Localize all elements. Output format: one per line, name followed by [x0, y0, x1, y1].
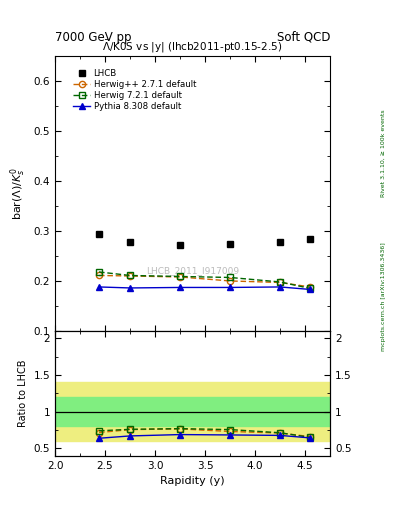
- Pythia 8.308 default: [228, 284, 232, 290]
- Bar: [55, 382, 330, 441]
- Herwig 7.2.1 default: [308, 285, 312, 291]
- LHCB: [97, 230, 101, 237]
- Herwig 7.2.1 default: [128, 272, 132, 279]
- Text: mcplots.cern.ch [arXiv:1306.3436]: mcplots.cern.ch [arXiv:1306.3436]: [381, 243, 386, 351]
- Legend: LHCB, Herwig++ 2.7.1 default, Herwig 7.2.1 default, Pythia 8.308 default: LHCB, Herwig++ 2.7.1 default, Herwig 7.2…: [70, 66, 199, 114]
- Line: Pythia 8.308 default: Pythia 8.308 default: [96, 284, 313, 292]
- LHCB: [228, 241, 232, 247]
- Line: Herwig++ 2.7.1 default: Herwig++ 2.7.1 default: [96, 272, 313, 290]
- Pythia 8.308 default: [178, 284, 182, 290]
- Pythia 8.308 default: [278, 284, 283, 290]
- Herwig 7.2.1 default: [228, 274, 232, 281]
- Herwig++ 2.7.1 default: [308, 284, 312, 290]
- Herwig++ 2.7.1 default: [178, 274, 182, 280]
- LHCB: [308, 236, 312, 242]
- X-axis label: Rapidity (y): Rapidity (y): [160, 476, 225, 486]
- Pythia 8.308 default: [128, 285, 132, 291]
- Text: LHCB_2011_I917009: LHCB_2011_I917009: [146, 266, 239, 275]
- LHCB: [178, 242, 182, 248]
- Herwig++ 2.7.1 default: [278, 280, 283, 286]
- Pythia 8.308 default: [97, 284, 101, 290]
- Line: LHCB: LHCB: [95, 230, 314, 248]
- Herwig 7.2.1 default: [278, 279, 283, 285]
- Herwig++ 2.7.1 default: [97, 272, 101, 279]
- Text: Soft QCD: Soft QCD: [277, 31, 330, 44]
- Herwig++ 2.7.1 default: [228, 278, 232, 284]
- Herwig 7.2.1 default: [97, 269, 101, 275]
- Title: $\bar{\mathit{\Lambda}}$/K0S vs |y| (lhcb2011-pt0.15-2.5): $\bar{\mathit{\Lambda}}$/K0S vs |y| (lhc…: [103, 39, 283, 55]
- Pythia 8.308 default: [308, 286, 312, 292]
- Line: Herwig 7.2.1 default: Herwig 7.2.1 default: [96, 269, 313, 291]
- LHCB: [278, 239, 283, 245]
- Y-axis label: Ratio to LHCB: Ratio to LHCB: [18, 359, 28, 427]
- Herwig 7.2.1 default: [178, 273, 182, 280]
- Text: 7000 GeV pp: 7000 GeV pp: [55, 31, 132, 44]
- Text: Rivet 3.1.10, ≥ 100k events: Rivet 3.1.10, ≥ 100k events: [381, 110, 386, 198]
- Herwig++ 2.7.1 default: [128, 273, 132, 279]
- Bar: [55, 397, 330, 426]
- Y-axis label: bar($\Lambda$)/$K^0_s$: bar($\Lambda$)/$K^0_s$: [9, 167, 28, 220]
- LHCB: [128, 239, 132, 245]
